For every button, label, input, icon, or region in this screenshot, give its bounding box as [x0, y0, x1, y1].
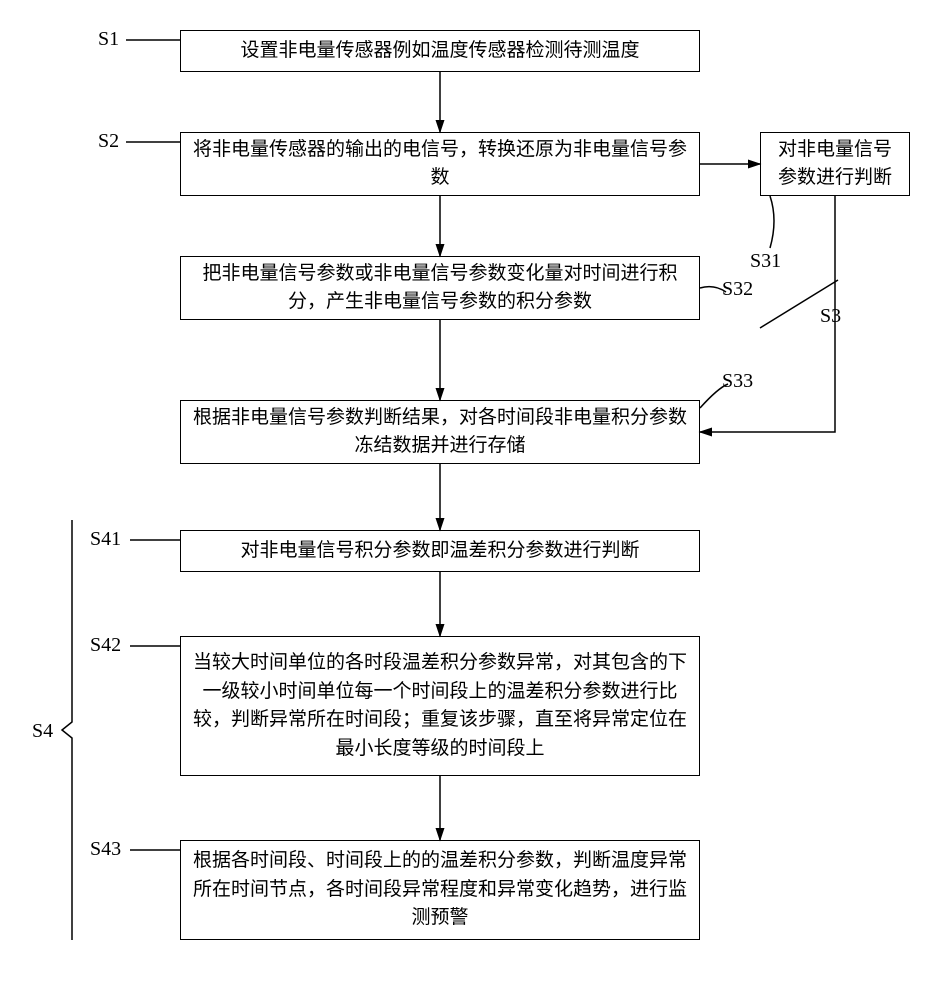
label-s1: S1 [98, 28, 119, 51]
flow-node-s1: 设置非电量传感器例如温度传感器检测待测温度 [180, 30, 700, 72]
flow-node-s42: 当较大时间单位的各时段温差积分参数异常，对其包含的下一级较小时间单位每一个时间段… [180, 636, 700, 776]
edge-s31-s33 [700, 196, 835, 432]
node-text: 对非电量信号积分参数即温差积分参数进行判断 [240, 537, 639, 566]
bracket-s4 [62, 520, 72, 940]
node-text: 当较大时间单位的各时段温差积分参数异常，对其包含的下一级较小时间单位每一个时间段… [191, 649, 689, 763]
flow-node-s32: 把非电量信号参数或非电量信号参数变化量对时间进行积分，产生非电量信号参数的积分参… [180, 256, 700, 320]
flow-node-s33: 根据非电量信号参数判断结果，对各时间段非电量积分参数冻结数据并进行存储 [180, 400, 700, 464]
node-text: 根据非电量信号参数判断结果，对各时间段非电量积分参数冻结数据并进行存储 [191, 404, 689, 461]
label-s4: S4 [32, 720, 53, 743]
flow-node-s31-side: 对非电量信号参数进行判断 [760, 132, 910, 196]
label-s3: S3 [820, 305, 841, 328]
label-s41: S41 [90, 528, 121, 551]
label-s33: S33 [722, 370, 753, 393]
flow-node-s43: 根据各时间段、时间段上的的温差积分参数，判断温度异常所在时间节点，各时间段异常程… [180, 840, 700, 940]
curve-s31 [770, 196, 774, 248]
node-text: 设置非电量传感器例如温度传感器检测待测温度 [240, 37, 639, 66]
node-text: 对非电量信号参数进行判断 [771, 136, 899, 193]
node-text: 把非电量信号参数或非电量信号参数变化量对时间进行积分，产生非电量信号参数的积分参… [191, 260, 689, 317]
label-s42: S42 [90, 634, 121, 657]
flow-node-s2: 将非电量传感器的输出的电信号，转换还原为非电量信号参数 [180, 132, 700, 196]
flow-node-s41: 对非电量信号积分参数即温差积分参数进行判断 [180, 530, 700, 572]
node-text: 将非电量传感器的输出的电信号，转换还原为非电量信号参数 [191, 136, 689, 193]
node-text: 根据各时间段、时间段上的的温差积分参数，判断温度异常所在时间节点，各时间段异常程… [191, 847, 689, 933]
label-s31: S31 [750, 250, 781, 273]
label-s32: S32 [722, 278, 753, 301]
label-s43: S43 [90, 838, 121, 861]
label-s2: S2 [98, 130, 119, 153]
